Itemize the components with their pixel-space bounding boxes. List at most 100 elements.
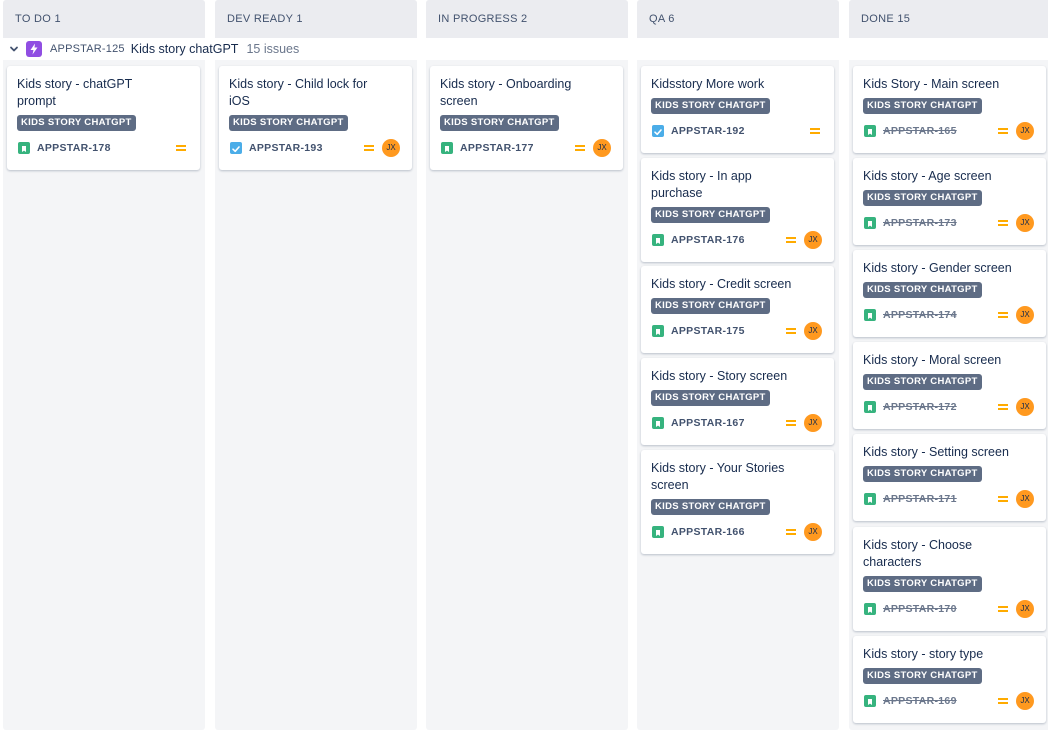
issue-card[interactable]: Kids story - Onboarding screen KIDS STORY…: [430, 66, 623, 170]
epic-label[interactable]: KIDS STORY CHATGPT: [651, 207, 770, 223]
card-title: Kids story - Credit screen: [651, 277, 792, 291]
column-header-done: DONE 15: [849, 0, 1048, 38]
card-title: Kids story - Moral screen: [863, 353, 1002, 367]
issue-card[interactable]: Kids story - Setting screen KIDS STORY CH…: [853, 434, 1046, 521]
card-title: Kids story - Gender screen: [863, 261, 1012, 275]
epic-label[interactable]: KIDS STORY CHATGPT: [651, 98, 770, 114]
story-bookmark-icon: [18, 142, 30, 154]
lightning-icon: [26, 41, 42, 57]
priority-medium-icon: [786, 237, 796, 243]
issue-key[interactable]: APPSTAR-175: [671, 325, 745, 337]
chevron-down-icon[interactable]: [6, 41, 22, 57]
assignee-avatar[interactable]: JX: [1016, 122, 1034, 140]
priority-medium-icon: [998, 404, 1008, 410]
epic-label[interactable]: KIDS STORY CHATGPT: [651, 298, 770, 314]
issue-key[interactable]: APPSTAR-177: [460, 142, 534, 154]
story-bookmark-icon: [652, 325, 664, 337]
issue-key[interactable]: APPSTAR-165: [883, 125, 957, 137]
story-bookmark-icon: [864, 695, 876, 707]
issue-card[interactable]: Kids story - Story screen KIDS STORY CHAT…: [641, 358, 834, 445]
epic-label[interactable]: KIDS STORY CHATGPT: [651, 390, 770, 406]
epic-label[interactable]: KIDS STORY CHATGPT: [863, 576, 982, 592]
priority-medium-icon: [786, 529, 796, 535]
column-header-qa: QA 6: [637, 0, 839, 38]
epic-label[interactable]: KIDS STORY CHATGPT: [863, 466, 982, 482]
issue-card[interactable]: Kids story - Age screen KIDS STORY CHATGP…: [853, 158, 1046, 245]
assignee-avatar[interactable]: JX: [1016, 490, 1034, 508]
issue-card[interactable]: Kids story - story type KIDS STORY CHATGP…: [853, 636, 1046, 723]
epic-swimlane-header[interactable]: APPSTAR-125 Kids story chatGPT 15 issues: [0, 38, 1048, 60]
issue-card[interactable]: Kidsstory More work KIDS STORY CHATGPT APP…: [641, 66, 834, 153]
card-title: Kids Story - Main screen: [863, 77, 1000, 91]
issue-card[interactable]: Kids Story - Main screen KIDS STORY CHATG…: [853, 66, 1046, 153]
epic-label[interactable]: KIDS STORY CHATGPT: [863, 374, 982, 390]
issue-key[interactable]: APPSTAR-166: [671, 526, 745, 538]
card-title: Kids story - Child lock for iOS: [229, 77, 368, 108]
issue-key[interactable]: APPSTAR-171: [883, 493, 957, 505]
issue-card[interactable]: Kids story - In app purchase KIDS STORY C…: [641, 158, 834, 262]
assignee-avatar[interactable]: JX: [1016, 692, 1034, 710]
issue-key[interactable]: APPSTAR-172: [883, 401, 957, 413]
issue-key[interactable]: APPSTAR-176: [671, 234, 745, 246]
issue-key[interactable]: APPSTAR-173: [883, 217, 957, 229]
priority-medium-icon: [998, 698, 1008, 704]
priority-medium-icon: [998, 220, 1008, 226]
issue-card[interactable]: Kids story - Your Stories screen KIDS STO…: [641, 450, 834, 554]
issue-card[interactable]: Kids story - chatGPT prompt KIDS STORY CH…: [7, 66, 200, 170]
issue-card[interactable]: Kids story - Gender screen KIDS STORY CHA…: [853, 250, 1046, 337]
card-title: Kids story - Setting screen: [863, 445, 1009, 459]
assignee-avatar[interactable]: JX: [382, 139, 400, 157]
issue-card[interactable]: Kids story - Credit screen KIDS STORY CHA…: [641, 266, 834, 353]
epic-label[interactable]: KIDS STORY CHATGPT: [651, 499, 770, 515]
story-bookmark-icon: [652, 417, 664, 429]
priority-medium-icon: [998, 312, 1008, 318]
assignee-avatar[interactable]: JX: [1016, 600, 1034, 618]
card-title: Kidsstory More work: [651, 77, 765, 91]
story-bookmark-icon: [441, 142, 453, 154]
assignee-avatar[interactable]: JX: [804, 322, 822, 340]
column-title: DEV READY 1: [227, 13, 303, 25]
story-bookmark-icon: [864, 309, 876, 321]
issue-key[interactable]: APPSTAR-167: [671, 417, 745, 429]
card-title: Kids story - Onboarding screen: [440, 77, 572, 108]
card-title: Kids story - In app purchase: [651, 169, 752, 200]
column-header-in-progress: IN PROGRESS 2: [426, 0, 628, 38]
column-title: QA 6: [649, 13, 675, 25]
card-title: Kids story - Choose characters: [863, 538, 973, 569]
assignee-avatar[interactable]: JX: [804, 523, 822, 541]
story-bookmark-icon: [652, 234, 664, 246]
epic-key[interactable]: APPSTAR-125: [50, 43, 125, 55]
card-title: Kids story - Age screen: [863, 169, 992, 183]
epic-label[interactable]: KIDS STORY CHATGPT: [863, 98, 982, 114]
assignee-avatar[interactable]: JX: [1016, 306, 1034, 324]
priority-medium-icon: [364, 145, 374, 151]
issue-key[interactable]: APPSTAR-174: [883, 309, 957, 321]
epic-label[interactable]: KIDS STORY CHATGPT: [863, 668, 982, 684]
issue-key[interactable]: APPSTAR-178: [37, 142, 111, 154]
story-bookmark-icon: [864, 217, 876, 229]
assignee-avatar[interactable]: JX: [804, 414, 822, 432]
card-title: Kids story - Story screen: [651, 369, 788, 383]
epic-label[interactable]: KIDS STORY CHATGPT: [863, 190, 982, 206]
assignee-avatar[interactable]: JX: [1016, 214, 1034, 232]
epic-label[interactable]: KIDS STORY CHATGPT: [17, 115, 136, 131]
issue-card[interactable]: Kids story - Child lock for iOS KIDS STOR…: [219, 66, 412, 170]
issue-key[interactable]: APPSTAR-169: [883, 695, 957, 707]
assignee-avatar[interactable]: JX: [804, 231, 822, 249]
priority-medium-icon: [786, 420, 796, 426]
card-title: Kids story - chatGPT prompt: [17, 77, 133, 108]
assignee-avatar[interactable]: JX: [1016, 398, 1034, 416]
priority-medium-icon: [998, 496, 1008, 502]
assignee-avatar[interactable]: JX: [593, 139, 611, 157]
column-header-todo: TO DO 1: [3, 0, 205, 38]
priority-medium-icon: [998, 606, 1008, 612]
epic-label[interactable]: KIDS STORY CHATGPT: [863, 282, 982, 298]
issue-key[interactable]: APPSTAR-193: [249, 142, 323, 154]
issue-key[interactable]: APPSTAR-170: [883, 603, 957, 615]
issue-key[interactable]: APPSTAR-192: [671, 125, 745, 137]
story-bookmark-icon: [864, 493, 876, 505]
issue-card[interactable]: Kids story - Choose characters KIDS STORY…: [853, 527, 1046, 631]
epic-label[interactable]: KIDS STORY CHATGPT: [229, 115, 348, 131]
epic-label[interactable]: KIDS STORY CHATGPT: [440, 115, 559, 131]
issue-card[interactable]: Kids story - Moral screen KIDS STORY CHAT…: [853, 342, 1046, 429]
